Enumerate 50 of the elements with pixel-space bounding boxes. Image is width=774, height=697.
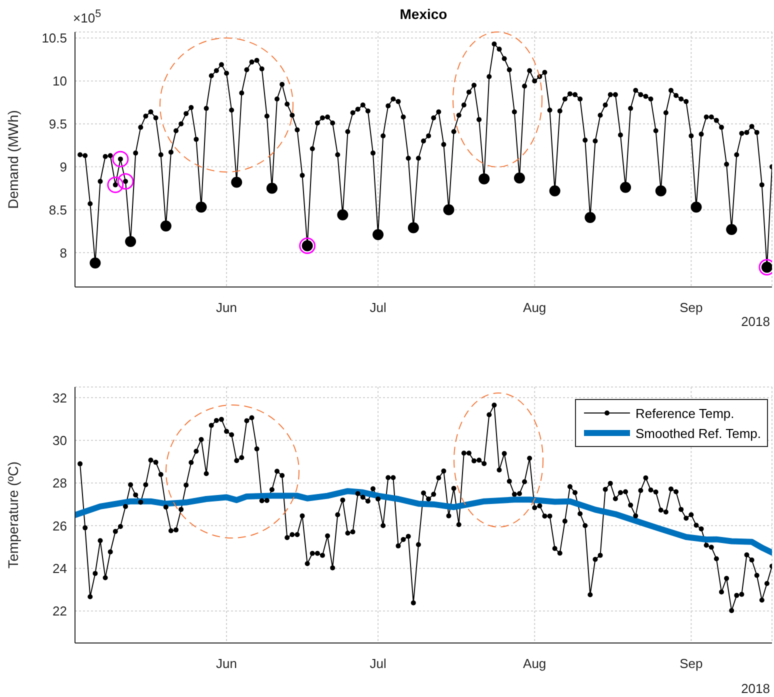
point	[90, 257, 101, 268]
y-axis-title: Demand (MWh)	[4, 110, 21, 209]
point	[117, 173, 134, 190]
point	[196, 202, 207, 213]
y-tick-label: 22	[52, 604, 67, 619]
x-tick-label: Sep	[680, 300, 703, 316]
point	[726, 224, 738, 235]
legend-label: Reference Temp.	[636, 406, 734, 420]
y-tick-label: 30	[52, 432, 67, 448]
point	[408, 222, 419, 234]
chart-title: Mexico	[400, 6, 448, 22]
y-tick-label: 26	[52, 518, 67, 534]
point	[443, 204, 454, 216]
point	[478, 173, 490, 184]
point	[584, 212, 596, 223]
y-tick-label: 24	[52, 560, 67, 576]
y-tick-label: 8	[60, 245, 67, 260]
point	[231, 176, 242, 188]
x-tick-label: Aug	[523, 656, 546, 672]
text: 2018	[741, 314, 770, 329]
x-tick-label: Jun	[216, 656, 238, 672]
point	[299, 238, 316, 254]
x-tick-label: Jun	[216, 300, 238, 316]
point	[337, 209, 348, 220]
point	[690, 202, 702, 213]
point	[107, 176, 124, 194]
y-axis-title: Temperature (ºC)	[4, 461, 21, 569]
point	[655, 185, 666, 196]
point	[620, 182, 632, 193]
point	[160, 220, 172, 232]
point	[125, 236, 136, 247]
y-tick-label: 32	[52, 390, 67, 406]
y-tick-label: 8.5	[48, 202, 67, 218]
point	[549, 185, 560, 196]
point	[112, 150, 129, 168]
text: ×10$^{5}$	[73, 8, 102, 26]
y-tick-label: 10.5	[42, 30, 67, 46]
point	[514, 172, 525, 184]
y-tick-label: 9.5	[48, 116, 67, 132]
legend-label: Smoothed Ref. Temp.	[636, 426, 761, 440]
text: 2018	[741, 681, 770, 696]
point	[372, 229, 384, 240]
y-tick-label: 10	[52, 74, 67, 89]
y-tick-label: 28	[52, 476, 67, 491]
x-tick-label: Sep	[680, 656, 703, 672]
x-tick-label: Aug	[523, 300, 546, 316]
point	[266, 182, 278, 194]
y-tick-label: 9	[60, 159, 67, 174]
x-tick-label: Jul	[370, 656, 386, 672]
x-tick-label: Jul	[370, 300, 386, 316]
